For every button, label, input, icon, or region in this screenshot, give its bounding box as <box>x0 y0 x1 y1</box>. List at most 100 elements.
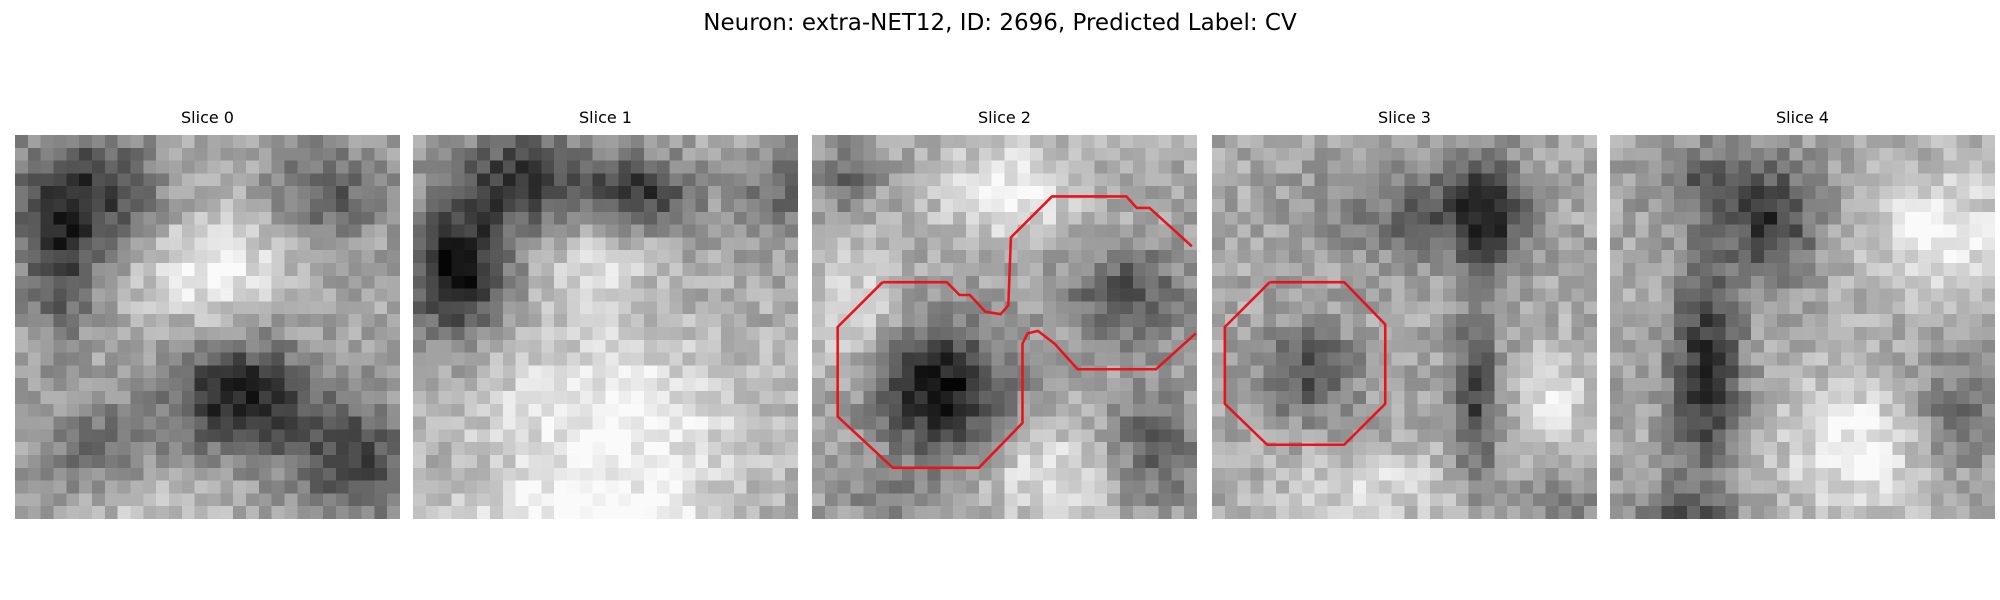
image-pixel <box>1879 147 1893 161</box>
image-pixel <box>66 416 80 430</box>
image-pixel <box>618 429 632 443</box>
image-pixel <box>1687 480 1701 494</box>
image-pixel <box>27 352 41 366</box>
image-pixel <box>1481 301 1495 315</box>
image-pixel <box>1687 391 1701 405</box>
image-pixel <box>1263 480 1277 494</box>
image-pixel <box>1866 339 1880 353</box>
image-pixel <box>1687 403 1701 417</box>
image-pixel <box>1635 327 1649 341</box>
image-pixel <box>1443 250 1457 264</box>
image-pixel <box>528 173 542 187</box>
image-pixel <box>92 493 106 507</box>
image-pixel <box>130 455 144 469</box>
image-pixel <box>978 339 992 353</box>
image-pixel <box>1622 378 1636 392</box>
image-pixel <box>1905 173 1919 187</box>
image-pixel <box>1815 442 1829 456</box>
image-pixel <box>477 135 491 149</box>
image-pixel <box>656 160 670 174</box>
image-pixel <box>1571 186 1585 200</box>
image-pixel <box>502 378 516 392</box>
image-pixel <box>567 288 581 302</box>
image-pixel <box>541 301 555 315</box>
image-pixel <box>15 352 29 366</box>
image-pixel <box>1263 250 1277 264</box>
image-pixel <box>1043 263 1057 277</box>
image-pixel <box>1327 250 1341 264</box>
image-pixel <box>258 467 272 481</box>
image-pixel <box>297 403 311 417</box>
image-pixel <box>15 173 29 187</box>
image-pixel <box>1404 135 1418 149</box>
image-pixel <box>889 429 903 443</box>
image-pixel <box>1687 211 1701 225</box>
image-pixel <box>1004 391 1018 405</box>
image-pixel <box>1930 314 1944 328</box>
image-pixel <box>413 378 427 392</box>
image-pixel <box>876 160 890 174</box>
image-pixel <box>1982 352 1995 366</box>
image-pixel <box>914 352 928 366</box>
image-pixel <box>631 237 645 251</box>
image-pixel <box>1956 224 1970 238</box>
image-pixel <box>104 224 118 238</box>
image-pixel <box>1789 250 1803 264</box>
image-pixel <box>1081 147 1095 161</box>
image-pixel <box>901 160 915 174</box>
image-pixel <box>1055 288 1069 302</box>
image-pixel <box>1892 147 1906 161</box>
image-pixel <box>1455 147 1469 161</box>
image-pixel <box>528 275 542 289</box>
image-pixel <box>1725 224 1739 238</box>
image-pixel <box>759 506 773 519</box>
image-pixel <box>1404 288 1418 302</box>
image-pixel <box>53 339 67 353</box>
image-pixel <box>271 339 285 353</box>
image-pixel <box>502 480 516 494</box>
image-pixel <box>1430 224 1444 238</box>
image-pixel <box>1648 147 1662 161</box>
image-pixel <box>40 160 54 174</box>
image-pixel <box>876 288 890 302</box>
image-pixel <box>297 186 311 200</box>
image-pixel <box>1289 160 1303 174</box>
image-pixel <box>914 211 928 225</box>
image-pixel <box>1789 403 1803 417</box>
image-pixel <box>104 173 118 187</box>
image-pixel <box>40 365 54 379</box>
image-pixel <box>978 211 992 225</box>
image-pixel <box>733 288 747 302</box>
image-pixel <box>1030 493 1044 507</box>
image-pixel <box>1828 314 1842 328</box>
image-pixel <box>1635 301 1649 315</box>
image-pixel <box>246 173 260 187</box>
image-pixel <box>528 135 542 149</box>
image-pixel <box>1494 263 1508 277</box>
image-pixel <box>1289 352 1303 366</box>
image-pixel <box>1455 339 1469 353</box>
image-pixel <box>991 173 1005 187</box>
image-pixel <box>605 467 619 481</box>
image-pixel <box>759 327 773 341</box>
image-pixel <box>656 467 670 481</box>
image-pixel <box>1674 263 1688 277</box>
image-pixel <box>1494 429 1508 443</box>
image-pixel <box>79 365 93 379</box>
image-pixel <box>1158 211 1172 225</box>
image-pixel <box>863 378 877 392</box>
image-pixel <box>207 199 221 213</box>
image-pixel <box>1455 506 1469 519</box>
image-pixel <box>1841 416 1855 430</box>
image-pixel <box>425 275 439 289</box>
image-pixel <box>233 493 247 507</box>
image-pixel <box>438 301 452 315</box>
image-pixel <box>425 237 439 251</box>
image-pixel <box>889 339 903 353</box>
image-pixel <box>79 224 93 238</box>
image-pixel <box>1094 429 1108 443</box>
image-pixel <box>1043 480 1057 494</box>
image-pixel <box>733 173 747 187</box>
image-pixel <box>927 186 941 200</box>
image-pixel <box>644 391 658 405</box>
